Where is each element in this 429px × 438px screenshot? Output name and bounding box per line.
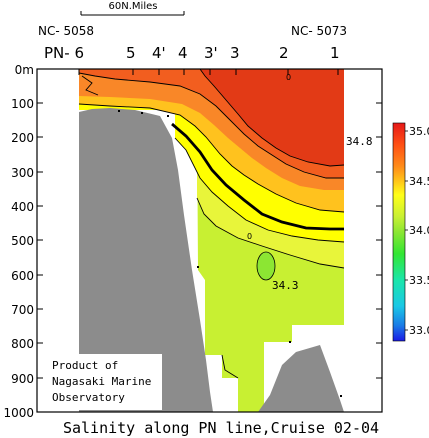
contour-line — [221, 354, 239, 379]
contour-line-bold — [171, 122, 344, 231]
y-tick-label: 900 — [11, 372, 34, 386]
station-labels: PN- 6 5 4' 4 3' 3 2 1 — [44, 44, 340, 62]
y-tick-label: 600 — [11, 269, 34, 283]
station-id-left: NC- 5058 — [38, 24, 94, 38]
observatory-credit: Product of Nagasaki Marine Observatory — [47, 354, 162, 410]
colorbar-tick-label: 34.0 — [409, 224, 429, 237]
y-tick-label: 1000 — [3, 406, 34, 420]
station-label: 3 — [230, 44, 240, 62]
contour-line — [78, 103, 345, 213]
y-tick-label: 100 — [11, 97, 34, 111]
contour-line — [174, 137, 345, 243]
sample-mark — [197, 266, 199, 268]
colorbar-tick-label: 33.5 — [409, 274, 429, 287]
contour-line — [199, 69, 345, 167]
contour-line — [81, 75, 99, 96]
y-tick-label: 800 — [11, 337, 34, 351]
salinity-eddy — [256, 251, 276, 281]
bathymetry-shelf — [79, 108, 213, 412]
sample-mark — [118, 110, 120, 112]
credit-line: Product of — [52, 359, 118, 372]
colorbar-gradient — [392, 122, 406, 342]
y-tick-label: 400 — [11, 200, 34, 214]
y-tick-label: 200 — [11, 131, 34, 145]
station-id-right: NC- 5073 — [291, 24, 347, 38]
station-label: 3' — [204, 44, 218, 62]
salinity-field — [37, 69, 382, 412]
sample-mark — [141, 112, 143, 114]
contour-line — [78, 72, 344, 179]
station-label: 2 — [279, 44, 289, 62]
contour-label: 34.8 — [346, 135, 373, 148]
y-tick-label: 0m — [15, 63, 34, 77]
contour-label: 34.3 — [272, 279, 299, 292]
station-label: 5 — [126, 44, 136, 62]
colorbar-tick-label: 33.0 — [409, 324, 429, 337]
y-tick-label: 700 — [11, 303, 34, 317]
credit-line: Nagasaki Marine — [52, 375, 151, 388]
contour-label: 0 — [286, 73, 291, 82]
contour-line — [196, 197, 345, 269]
scale-label: 60N.Miles — [109, 1, 158, 12]
y-tick-label: 500 — [11, 234, 34, 248]
colorbar-tick-label: 34.5 — [409, 175, 429, 188]
station-label: 1 — [330, 44, 340, 62]
colorbar-tick-label: 35.0 — [409, 125, 429, 138]
station-ticks — [78, 69, 339, 75]
chart-title: Salinity along PN line,Cruise 02-04 — [63, 419, 379, 437]
y-tick-labels: 0m 100 200 300 400 500 600 700 800 900 1… — [3, 63, 34, 420]
salinity-region-34-8 — [200, 69, 344, 166]
contour-label: 0 — [247, 232, 252, 241]
y-axis — [37, 68, 382, 413]
station-label: 4' — [152, 44, 166, 62]
sample-mark — [167, 115, 169, 117]
scale-bar: 60N.Miles — [80, 1, 185, 16]
colorbar: 35.0 34.5 34.0 33.5 33.0 — [392, 122, 429, 342]
bathymetry-ridge — [258, 345, 344, 412]
sample-mark — [289, 341, 291, 343]
station-label: PN- 6 — [44, 44, 84, 62]
credit-line: Observatory — [52, 391, 125, 404]
station-label: 4 — [178, 44, 188, 62]
sample-mark — [340, 395, 342, 397]
y-tick-label: 300 — [11, 166, 34, 180]
